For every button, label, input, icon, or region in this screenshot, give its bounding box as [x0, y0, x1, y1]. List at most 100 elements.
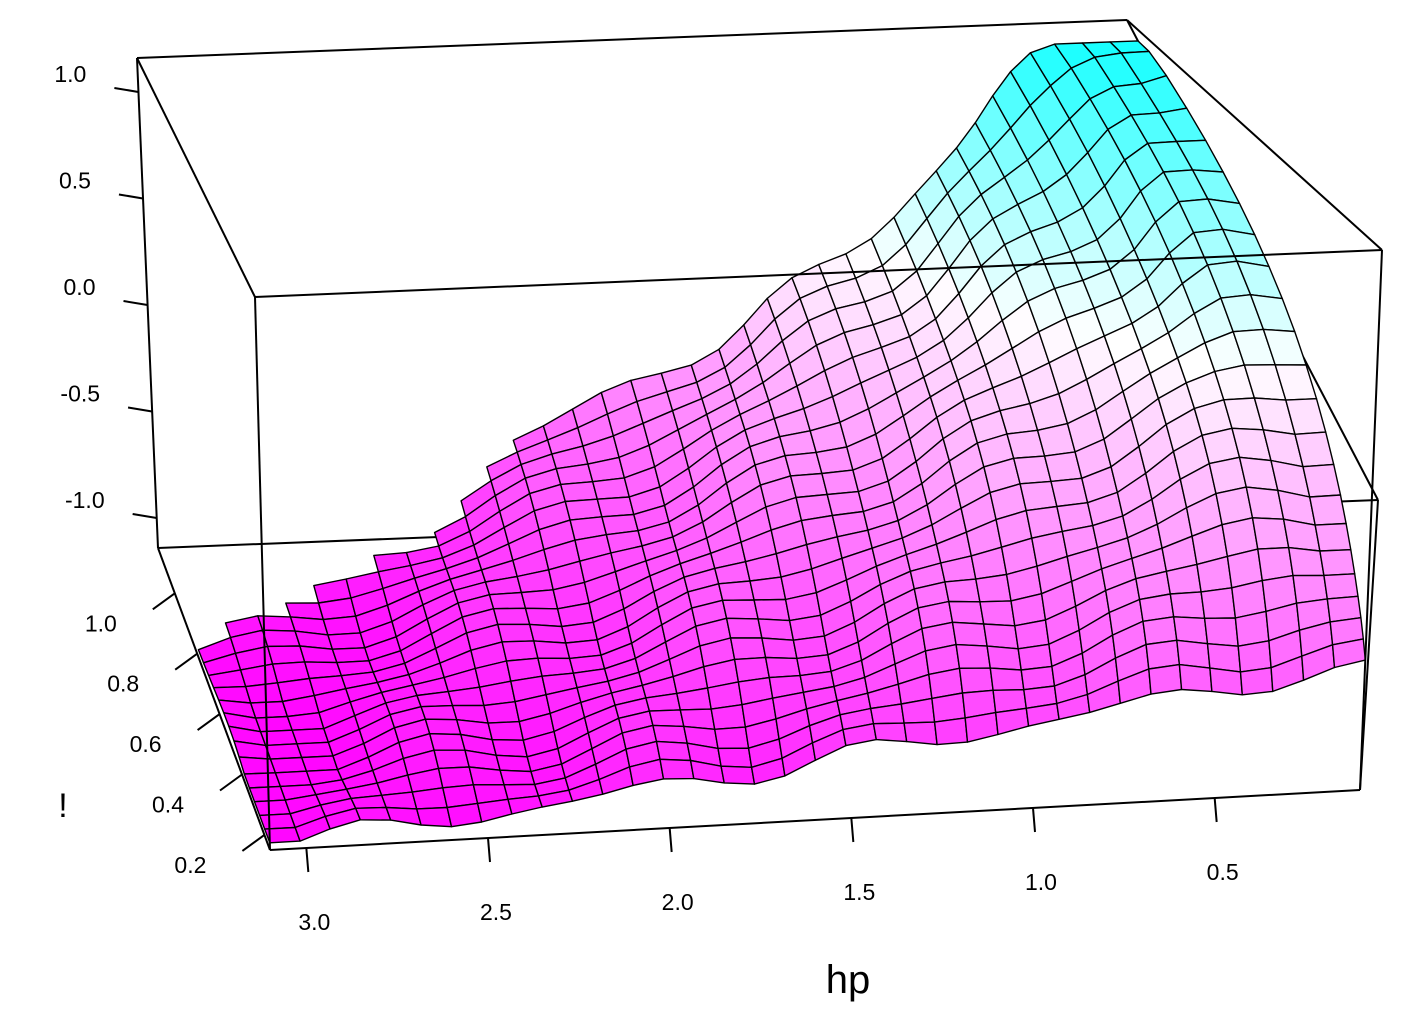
surface-facet — [1302, 463, 1342, 498]
surface-facet — [497, 623, 535, 643]
y-tick-label: 0.6 — [130, 731, 162, 757]
surface-facet — [648, 709, 685, 728]
box-front-edge — [254, 296, 271, 851]
z-tick-mark — [118, 193, 144, 200]
surface-facet — [476, 798, 513, 823]
surface-facet — [710, 704, 747, 730]
surface-facet — [429, 733, 466, 751]
z-tick-mark — [132, 513, 157, 520]
surface-mesh — [197, 40, 1367, 844]
surface-facet — [757, 618, 795, 641]
surface-facet — [714, 726, 750, 750]
surface-facet — [254, 715, 293, 733]
z-tick-mark — [123, 300, 148, 306]
surface-facet — [989, 667, 1025, 691]
surface-facet — [729, 637, 767, 661]
surface-facet — [1178, 663, 1213, 693]
surface-facet — [717, 747, 753, 768]
box-front-edge — [1126, 19, 1383, 251]
surface-facet — [1251, 517, 1290, 550]
surface-facet — [784, 451, 823, 477]
surface-facet — [258, 813, 296, 830]
surface-facet — [948, 600, 985, 625]
surface-facet — [1017, 643, 1053, 671]
box-back-edge — [136, 57, 159, 549]
surface-facet — [753, 598, 791, 622]
surface-facet — [299, 645, 338, 664]
surface-facet — [327, 632, 366, 650]
surface-facet — [872, 722, 908, 743]
surface-facet — [274, 770, 312, 788]
surface-facet — [249, 700, 289, 719]
surface-facet — [592, 477, 630, 500]
surface-facet — [355, 806, 392, 821]
surface-facet — [492, 607, 531, 626]
surface-facet — [560, 481, 598, 503]
surface-facet — [1206, 643, 1242, 673]
surface-facet — [1314, 522, 1352, 552]
surface-facet — [420, 704, 458, 721]
surface-facet — [261, 629, 301, 648]
box-front-edge — [136, 57, 256, 298]
x-tick-label: 2.5 — [480, 899, 512, 925]
x-tick-mark — [1032, 807, 1036, 833]
surface-facet — [596, 496, 635, 518]
surface-facet — [1176, 639, 1211, 669]
surface-facet — [1331, 638, 1367, 669]
y-tick-label: 0.2 — [174, 852, 206, 878]
x-tick-mark — [305, 847, 310, 873]
y-tick-mark — [241, 834, 265, 852]
surface-facet — [1025, 702, 1060, 727]
surface-facet — [944, 578, 981, 603]
surface-facet — [931, 692, 966, 723]
x-tick-mark — [487, 837, 491, 863]
surface-facet — [979, 600, 1016, 627]
surface-facet — [487, 720, 524, 741]
surface-facet — [322, 615, 361, 636]
z-tick-label: 1.0 — [54, 61, 86, 87]
surface-facet — [933, 717, 969, 746]
surface-facet — [725, 617, 763, 639]
x-axis-title: hp — [826, 958, 871, 1002]
surface-facet — [483, 701, 520, 724]
surface-facet — [789, 472, 828, 499]
y-tick-label: 0.4 — [152, 792, 184, 818]
surface-facet — [520, 589, 559, 610]
surface-facet — [301, 755, 339, 772]
surface-facet — [951, 621, 988, 647]
surface-facet — [499, 769, 536, 786]
surface-facet — [749, 576, 787, 601]
y-tick-label: 0.8 — [107, 671, 139, 697]
surface-facet — [955, 643, 991, 669]
surface-facet — [446, 802, 483, 828]
z-tick-mark — [127, 406, 153, 413]
x-tick-mark — [668, 827, 673, 853]
z-tick-label: 0.0 — [64, 274, 96, 300]
surface-facet — [243, 772, 282, 789]
box-front-edge — [269, 789, 1361, 851]
surface-facet — [720, 765, 756, 785]
surface-facet — [761, 637, 798, 660]
y-axis-title: ! — [58, 787, 67, 825]
z-tick-label: -0.5 — [60, 381, 100, 407]
box-front-edge — [254, 249, 1383, 298]
surface-facet — [488, 591, 527, 610]
x-tick-label: 1.0 — [1025, 869, 1057, 895]
box-back-edge — [157, 547, 271, 851]
x-tick-label: 0.5 — [1207, 859, 1239, 885]
surface-facet — [266, 645, 306, 665]
surface-facet — [1148, 663, 1183, 695]
surface-facet — [533, 640, 571, 660]
surface-facet — [821, 469, 860, 496]
x-tick-label: 3.0 — [298, 909, 330, 935]
surface-facet — [495, 754, 532, 773]
surface-facet — [331, 647, 370, 664]
x-tick-label: 1.5 — [843, 879, 875, 905]
surface-facet — [983, 623, 1019, 650]
surface-facet — [433, 749, 470, 770]
surface-facet — [964, 711, 999, 743]
z-tick-mark — [114, 86, 139, 93]
y-tick-label: 1.0 — [85, 610, 117, 636]
